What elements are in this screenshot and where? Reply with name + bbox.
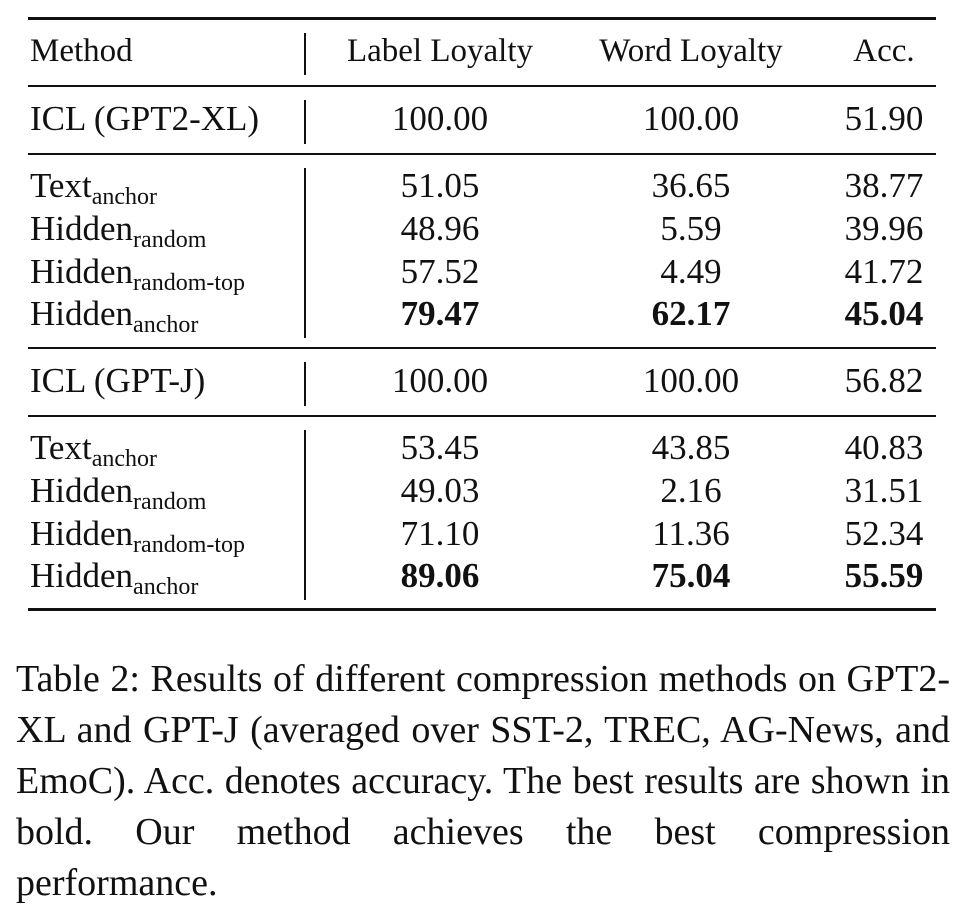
bottom-rule — [28, 608, 936, 611]
word-loyalty-value: 43.85 — [651, 428, 731, 467]
label-loyalty-best-value: 89.06 — [400, 556, 480, 595]
accuracy-value: 41.72 — [844, 252, 924, 291]
accuracy-value: 51.90 — [844, 99, 924, 138]
label-loyalty-value: 53.45 — [400, 428, 480, 467]
label-loyalty-value: 48.96 — [400, 209, 480, 248]
method-name: ICL (GPT2-XL) — [30, 99, 260, 138]
method-name: ICL (GPT-J) — [30, 361, 206, 400]
header-word-loyalty: Word Loyalty — [599, 33, 783, 69]
label-loyalty-value: 57.52 — [400, 252, 480, 291]
word-loyalty-value: 5.59 — [660, 209, 722, 248]
method-name: Hidden — [30, 252, 134, 291]
method-subscript: random-top — [133, 532, 246, 558]
group-rule — [28, 153, 936, 155]
accuracy-best-value: 55.59 — [844, 556, 924, 595]
word-loyalty-best-value: 75.04 — [651, 556, 731, 595]
accuracy-value: 40.83 — [844, 428, 924, 467]
header-rule — [28, 85, 936, 87]
header-label-loyalty: Label Loyalty — [346, 33, 533, 69]
row-method: Hiddenrandom-top — [30, 252, 245, 295]
label-loyalty-value: 100.00 — [391, 361, 489, 400]
table-caption: Table 2: Results of different compressio… — [16, 658, 950, 904]
method-name: Hidden — [30, 209, 134, 248]
word-loyalty-value: 100.00 — [642, 361, 740, 400]
label-loyalty-value: 49.03 — [400, 471, 480, 510]
word-loyalty-value: 11.36 — [652, 514, 730, 553]
accuracy-value: 56.82 — [844, 361, 924, 400]
method-name: Text — [30, 166, 92, 205]
word-loyalty-best-value: 62.17 — [651, 294, 731, 333]
method-subscript: random-top — [133, 270, 246, 296]
label-loyalty-best-value: 79.47 — [400, 294, 480, 333]
method-name: Text — [30, 428, 92, 467]
method-subscript: random — [133, 489, 207, 515]
row-method: Hiddenanchor — [30, 556, 198, 599]
method-subscript: anchor — [91, 184, 157, 210]
method-subscript: anchor — [133, 312, 199, 338]
header-accuracy: Acc. — [853, 33, 915, 69]
accuracy-value: 39.96 — [844, 209, 924, 248]
word-loyalty-value: 2.16 — [660, 471, 722, 510]
label-loyalty-value: 100.00 — [391, 99, 489, 138]
word-loyalty-value: 4.49 — [660, 252, 722, 291]
column-separator — [304, 33, 306, 75]
column-separator — [304, 430, 306, 600]
accuracy-best-value: 45.04 — [844, 294, 924, 333]
accuracy-value: 31.51 — [844, 471, 924, 510]
top-rule — [28, 17, 936, 20]
accuracy-value: 38.77 — [844, 166, 924, 205]
method-name: Hidden — [30, 514, 134, 553]
group-rule — [28, 347, 936, 349]
method-name: Hidden — [30, 294, 134, 333]
row-method: Textanchor — [30, 166, 157, 209]
row-method: Hiddenrandom — [30, 209, 206, 252]
method-subscript: anchor — [91, 446, 157, 472]
word-loyalty-value: 100.00 — [642, 99, 740, 138]
row-method: ICL (GPT2-XL) — [30, 99, 259, 139]
column-separator — [304, 168, 306, 338]
method-subscript: anchor — [133, 574, 199, 600]
method-name: Hidden — [30, 471, 134, 510]
group-rule — [28, 415, 936, 417]
word-loyalty-value: 36.65 — [651, 166, 731, 205]
accuracy-value: 52.34 — [844, 514, 924, 553]
column-separator — [304, 362, 306, 406]
row-method: Hiddenrandom — [30, 471, 206, 514]
row-method: Textanchor — [30, 428, 157, 471]
label-loyalty-value: 71.10 — [400, 514, 480, 553]
method-name: Hidden — [30, 556, 134, 595]
method-subscript: random — [133, 227, 207, 253]
column-separator — [304, 100, 306, 144]
row-method: Hiddenrandom-top — [30, 514, 245, 557]
header-method: Method — [30, 33, 133, 69]
label-loyalty-value: 51.05 — [400, 166, 480, 205]
row-method: Hiddenanchor — [30, 294, 198, 337]
row-method: ICL (GPT-J) — [30, 361, 205, 401]
